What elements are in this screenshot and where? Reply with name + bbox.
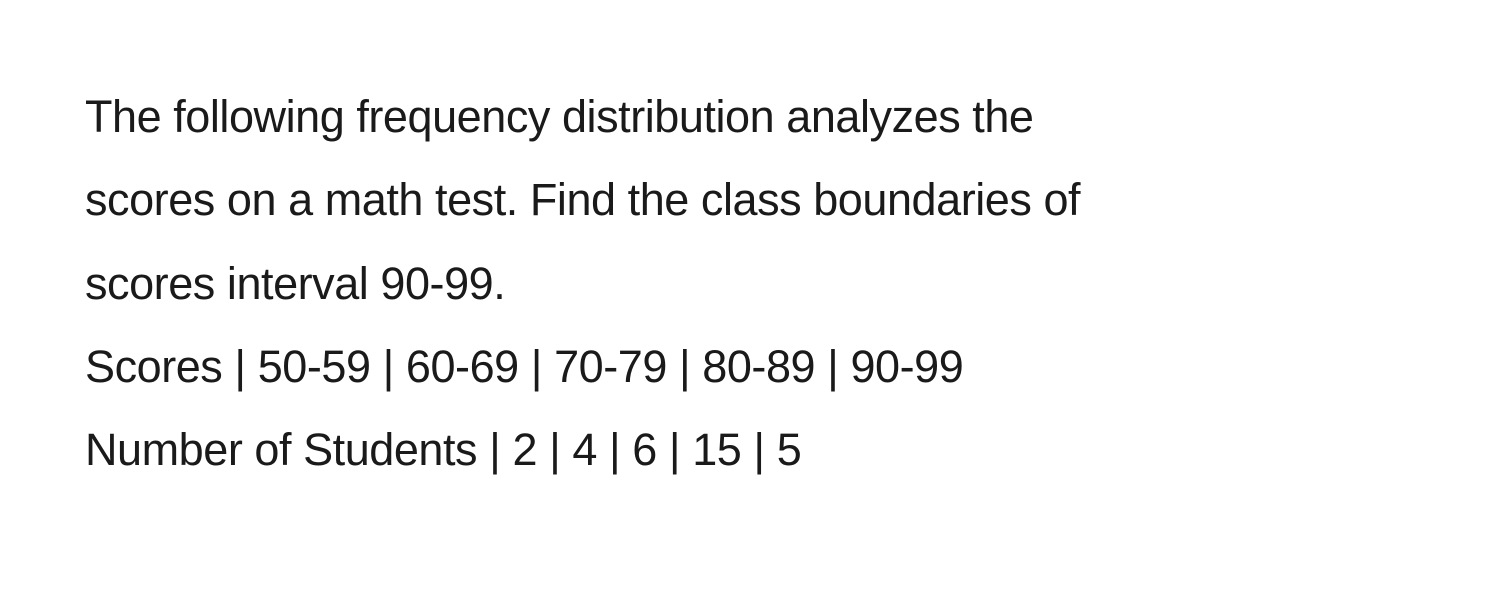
table-row-scores: Scores | 50-59 | 60-69 | 70-79 | 80-89 |… xyxy=(85,325,1415,408)
problem-text: The following frequency distribution ana… xyxy=(85,75,1415,491)
text-line-3: scores interval 90-99. xyxy=(85,242,1415,325)
text-line-2: scores on a math test. Find the class bo… xyxy=(85,158,1415,241)
text-line-1: The following frequency distribution ana… xyxy=(85,75,1415,158)
table-row-students: Number of Students | 2 | 4 | 6 | 15 | 5 xyxy=(85,408,1415,491)
